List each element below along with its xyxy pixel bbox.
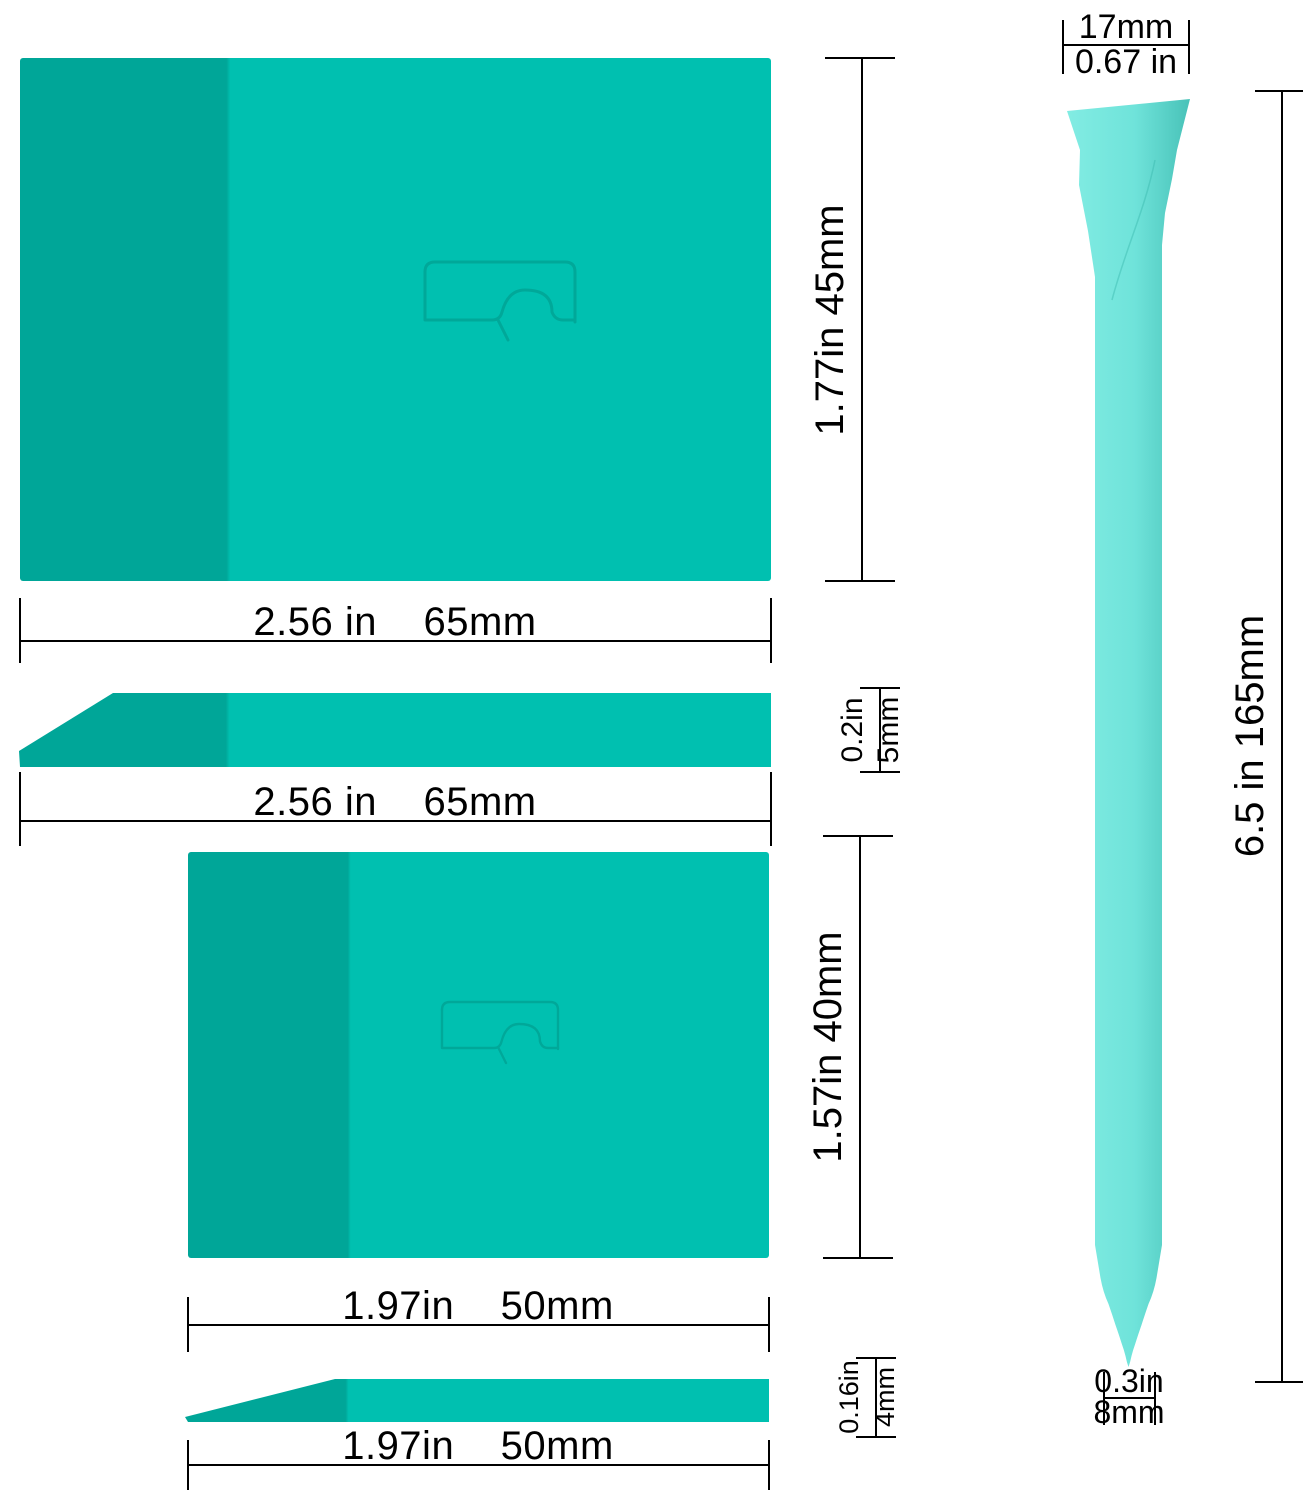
svg-text:1.97in 50mm: 1.97in 50mm: [342, 1424, 614, 1468]
svg-text:1.97in 50mm: 1.97in 50mm: [342, 1284, 614, 1328]
svg-text:4mm: 4mm: [870, 1367, 900, 1427]
svg-text:2.56 in 65mm: 2.56 in 65mm: [253, 780, 536, 824]
svg-text:1.57in 40mm: 1.57in 40mm: [806, 931, 850, 1162]
svg-text:0.16in: 0.16in: [834, 1360, 864, 1434]
svg-text:17mm: 17mm: [1079, 8, 1173, 46]
svg-text:6.5 in 165mm: 6.5 in 165mm: [1228, 615, 1272, 857]
svg-text:0.2in: 0.2in: [836, 697, 869, 762]
svg-text:2.56 in 65mm: 2.56 in 65mm: [253, 600, 536, 644]
svg-text:0.67 in: 0.67 in: [1075, 43, 1177, 81]
svg-text:5mm: 5mm: [872, 697, 905, 764]
svg-text:8mm: 8mm: [1093, 1394, 1164, 1430]
svg-text:1.77in 45mm: 1.77in 45mm: [808, 204, 852, 435]
